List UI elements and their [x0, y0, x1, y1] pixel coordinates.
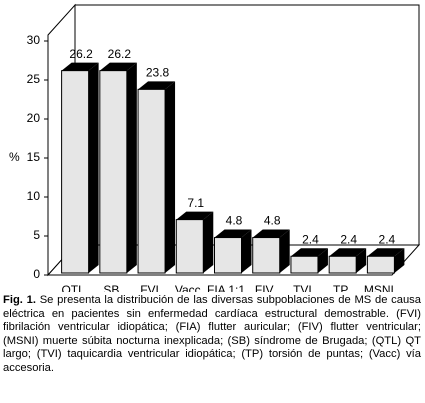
x-tick-label: FVI	[140, 283, 159, 292]
caption-text: Se presenta la distribución de las diver…	[3, 294, 422, 374]
bar	[99, 62, 137, 274]
value-label: 2.4	[340, 232, 357, 246]
y-tick-label: 20	[27, 111, 41, 125]
bar	[366, 248, 405, 274]
y-tick-label: 30	[27, 33, 41, 47]
caption-label: Fig. 1.	[3, 294, 36, 306]
value-label: 7.1	[187, 196, 204, 210]
x-tick-label: TP	[333, 283, 348, 292]
x-tick-label: FIV	[255, 283, 274, 292]
value-label: 2.4	[379, 232, 396, 246]
y-tick-label: 15	[27, 150, 41, 164]
bar	[252, 229, 290, 274]
value-label: 23.8	[146, 66, 170, 80]
bar	[214, 229, 252, 274]
y-tick-label: 25	[27, 72, 41, 86]
x-tick-label: FIA 1:1	[207, 283, 245, 292]
x-tick-label: QTL	[61, 283, 85, 292]
bar	[290, 248, 328, 274]
x-tick-label: Vacc	[175, 283, 201, 292]
y-tick-label: 0	[33, 267, 40, 281]
caption: Fig. 1. Se presenta la distribución de l…	[3, 294, 421, 376]
value-label: 2.4	[302, 232, 319, 246]
value-label: 26.2	[108, 47, 132, 61]
x-tick-label: SB	[103, 283, 119, 292]
bar	[175, 211, 214, 274]
value-label: 4.8	[264, 214, 281, 228]
value-label: 26.2	[69, 47, 93, 61]
y-axis-label: %	[9, 150, 20, 164]
bar	[328, 248, 367, 274]
x-tick-label: TVI	[293, 283, 312, 292]
y-tick-label: 10	[27, 189, 41, 203]
value-label: 4.8	[226, 214, 243, 228]
bar	[61, 62, 99, 274]
chart: % 0 5 10 15 20 25 30 QTL 26.2 SB 26.2 FVI 23.8 Vacc 7.…	[9, 3, 421, 292]
x-tick-label: MSNI	[364, 283, 394, 292]
y-tick-label: 5	[33, 228, 40, 242]
bar	[137, 81, 176, 274]
